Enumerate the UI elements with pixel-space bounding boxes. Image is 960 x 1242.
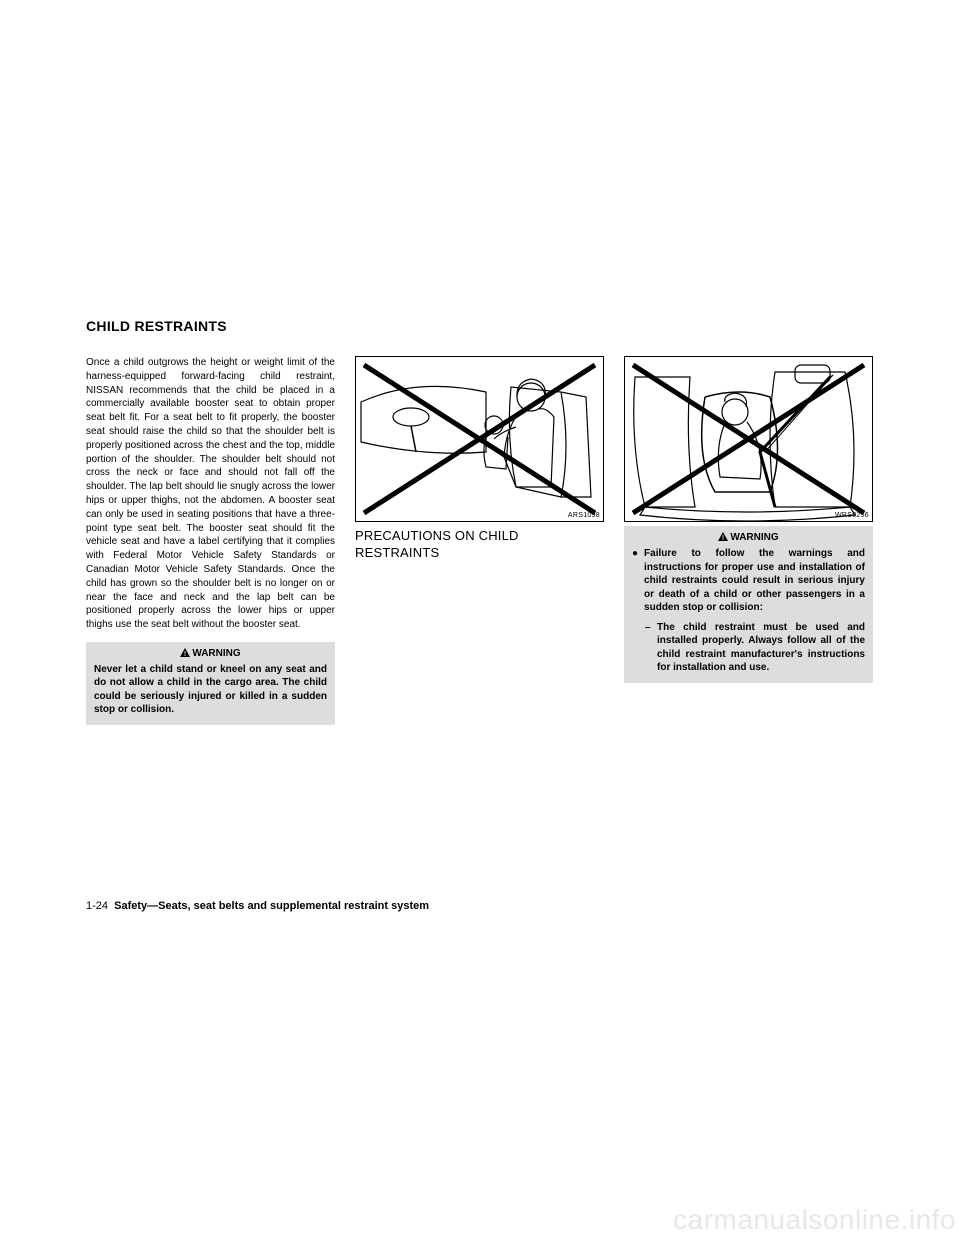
warning-sub-list: – The child restraint must be used and i… [645, 621, 865, 675]
page-number: 1-24 [86, 900, 108, 912]
figure-1-code: ARS1098 [568, 512, 600, 519]
figure-1-illustration [356, 357, 603, 521]
list-item: ● Failure to follow the warnings and ins… [632, 547, 865, 615]
svg-text:!: ! [722, 535, 724, 541]
column-3: WRS0256 ! WARNING ● Failure to follow th… [624, 356, 873, 725]
warning-text: Never let a child stand or kneel on any … [94, 663, 327, 717]
warning-triangle-icon: ! [180, 648, 190, 657]
warning-label: WARNING [192, 648, 240, 659]
page-footer: 1-24 Safety—Seats, seat belts and supple… [86, 900, 429, 912]
body-paragraph: Once a child outgrows the height or weig… [86, 356, 335, 632]
watermark: carmanualsonline.info [673, 1204, 956, 1236]
section-title: CHILD RESTRAINTS [86, 318, 874, 334]
column-1: Once a child outgrows the height or weig… [86, 356, 335, 725]
warning-heading: ! WARNING [94, 648, 327, 659]
dash-icon: – [645, 621, 652, 675]
figure-2: WRS0256 [624, 356, 873, 522]
bullet-icon: ● [632, 547, 638, 615]
figure-2-illustration [625, 357, 872, 521]
manual-page: CHILD RESTRAINTS Once a child outgrows t… [0, 0, 960, 1242]
figure-1: ARS1098 [355, 356, 604, 522]
warning-box-2: ! WARNING ● Failure to follow the warnin… [624, 526, 873, 683]
footer-section: Safety—Seats, seat belts and supplementa… [114, 900, 429, 912]
subsection-heading: PRECAUTIONS ON CHILD RESTRAINTS [355, 528, 604, 562]
warning-triangle-icon: ! [718, 532, 728, 541]
sub-bullet-text: The child restraint must be used and ins… [657, 621, 865, 675]
list-item: – The child restraint must be used and i… [645, 621, 865, 675]
warning-box: ! WARNING Never let a child stand or kne… [86, 642, 335, 725]
bullet-text: Failure to follow the warnings and instr… [644, 547, 865, 615]
column-2: ARS1098 PRECAUTIONS ON CHILD RESTRAINTS [355, 356, 604, 725]
svg-text:!: ! [184, 651, 186, 657]
warning-heading-2: ! WARNING [632, 532, 865, 543]
warning-bullet-list: ● Failure to follow the warnings and ins… [632, 547, 865, 615]
figure-2-code: WRS0256 [835, 512, 869, 519]
warning-label: WARNING [730, 532, 778, 543]
column-container: Once a child outgrows the height or weig… [86, 356, 874, 725]
